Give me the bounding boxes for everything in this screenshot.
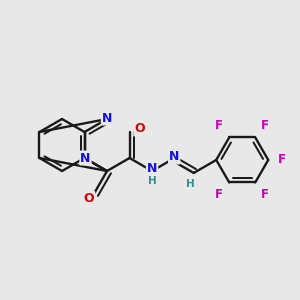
Text: F: F	[215, 119, 223, 132]
Text: N: N	[80, 152, 91, 164]
Text: F: F	[261, 119, 269, 132]
Text: H: H	[148, 176, 156, 186]
Text: H: H	[186, 179, 195, 189]
Text: N: N	[147, 163, 157, 176]
Text: F: F	[215, 188, 223, 201]
Text: F: F	[261, 188, 269, 201]
Text: O: O	[84, 192, 94, 205]
Text: O: O	[134, 122, 145, 136]
Text: F: F	[278, 153, 286, 167]
Text: N: N	[169, 150, 179, 164]
Text: N: N	[102, 112, 112, 124]
